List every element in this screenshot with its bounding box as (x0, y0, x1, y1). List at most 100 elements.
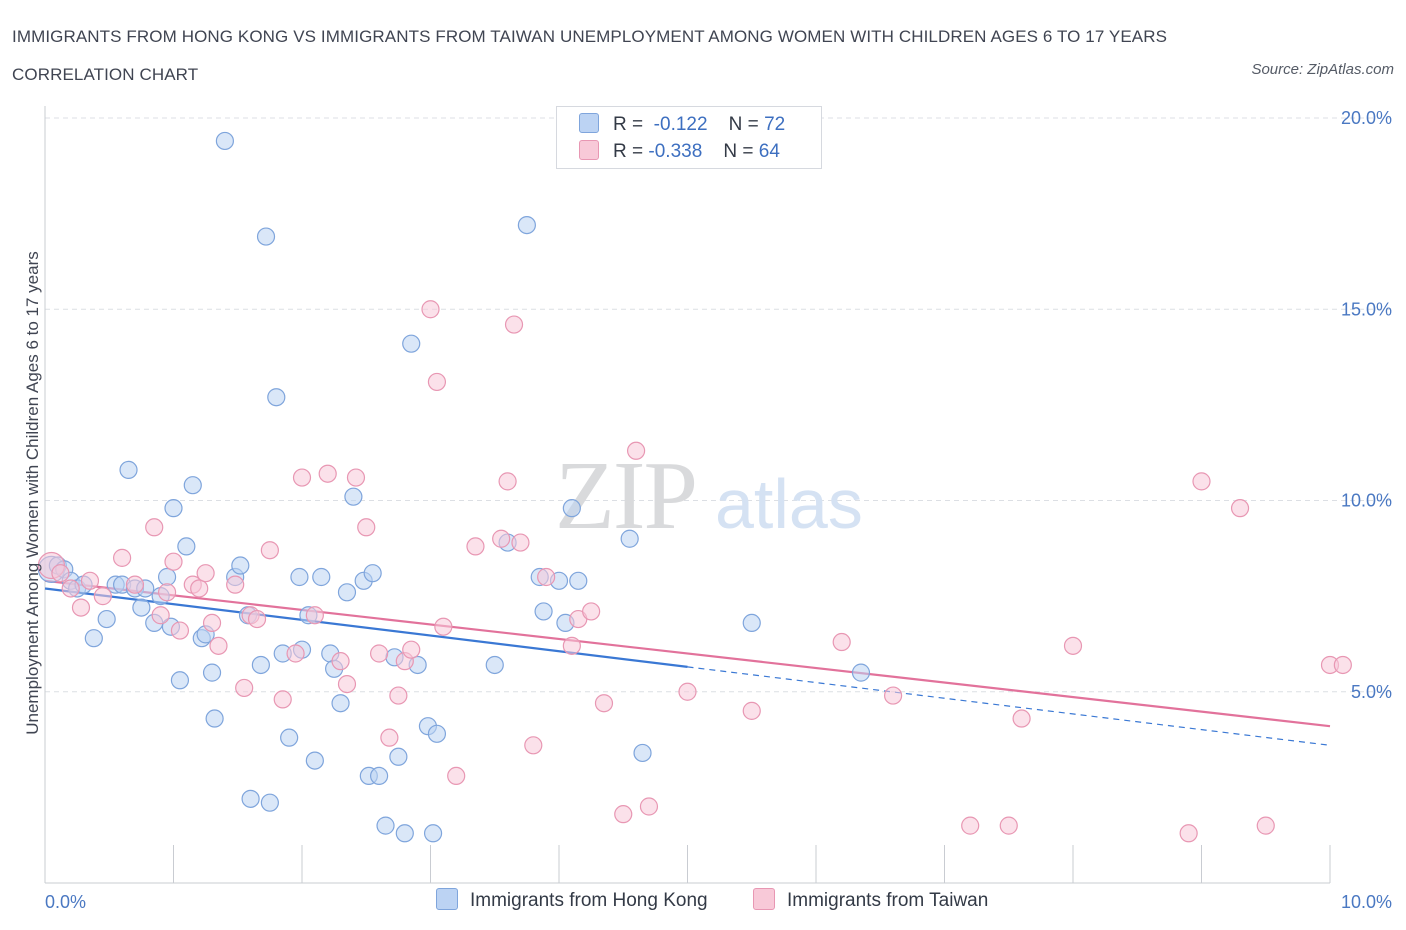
point-tw (498, 472, 517, 491)
point-tw (112, 548, 132, 567)
point-hk (620, 529, 639, 548)
point-tw (511, 533, 530, 552)
point-hk (251, 655, 270, 675)
point-hk (331, 694, 350, 713)
point-tw (961, 816, 980, 835)
point-tw (357, 518, 376, 537)
points-layer (37, 131, 1352, 843)
point-hk (241, 789, 260, 808)
point-tw (93, 587, 112, 606)
legend-hk-n-label: N = (728, 114, 759, 135)
trend-line-hk (44, 587, 688, 668)
point-tw (305, 606, 324, 625)
point-hk (562, 499, 581, 518)
point-tw (80, 571, 100, 590)
point-tw (331, 652, 350, 671)
point-tw (164, 552, 183, 571)
grid-layer (45, 117, 1392, 693)
point-tw (1256, 816, 1275, 835)
point-hk (205, 709, 224, 728)
chart-title: IMMIGRANTS FROM HONG KONG VS IMMIGRANTS … (12, 27, 1168, 84)
point-hk (183, 476, 202, 495)
point-tw (421, 300, 440, 319)
point-hk (517, 216, 536, 235)
point-tw (209, 636, 228, 655)
point-tw (51, 564, 70, 583)
watermark: ZIP atlas (555, 442, 863, 550)
point-hk (633, 743, 652, 763)
point-tw (247, 609, 267, 629)
tick-label-layer: 5.0% 10.0% 15.0% 20.0% 0.0% 10.0% (45, 108, 1392, 912)
chart-source: Source: ZipAtlas.com (1251, 61, 1394, 78)
point-tw (318, 464, 337, 483)
point-tw (157, 583, 177, 602)
point-tw (71, 598, 91, 617)
point-tw (562, 636, 581, 655)
watermark-atlas: atlas (715, 465, 863, 543)
point-hk (280, 728, 299, 747)
point-tw (639, 797, 659, 816)
point-hk (231, 556, 250, 575)
legend-hk-n-value: 72 (764, 114, 786, 135)
legend-hk-r-value: -0.122 (653, 114, 708, 135)
point-hk (337, 583, 357, 602)
point-hk (202, 663, 222, 682)
point-hk (569, 571, 588, 590)
x-tick-label: 10.0% (1341, 892, 1392, 912)
point-tw (492, 529, 511, 548)
point-hk (395, 824, 414, 843)
point-tw (292, 468, 312, 487)
point-hk (534, 602, 553, 621)
point-hk (363, 564, 382, 583)
bottom-legend-swatch-hk (436, 888, 458, 910)
point-tw (626, 441, 646, 460)
point-tw (832, 632, 851, 652)
legend-row-hk: R = -0.122 N = 72 (579, 113, 785, 139)
point-tw (742, 701, 761, 720)
point-tw (883, 686, 903, 705)
point-tw (389, 686, 408, 705)
point-hk (344, 487, 363, 506)
point-hk (97, 609, 116, 629)
point-hk (402, 334, 421, 353)
point-tw (582, 602, 601, 621)
point-tw (524, 736, 543, 755)
point-tw (594, 694, 614, 713)
y-tick-label: 5.0% (1351, 682, 1392, 702)
point-tw (434, 617, 453, 636)
point-tw (999, 816, 1018, 835)
point-tw (260, 541, 279, 560)
point-tw (614, 805, 633, 824)
point-hk (132, 598, 151, 617)
point-hk (370, 766, 389, 786)
point-hk (312, 567, 331, 587)
point-tw (170, 621, 190, 640)
legend-swatch-hk (579, 113, 599, 133)
point-tw (190, 579, 209, 598)
point-tw (61, 579, 80, 598)
point-tw (370, 644, 389, 663)
point-tw (678, 682, 697, 701)
point-hk (851, 663, 871, 682)
point-tw (1063, 636, 1083, 655)
point-tw (226, 575, 245, 594)
point-tw (151, 606, 170, 625)
point-hk (389, 747, 408, 766)
point-tw (337, 674, 357, 694)
point-tw (427, 372, 447, 392)
point-hk (215, 131, 234, 151)
point-hk (164, 499, 183, 518)
legend-tw-r-value: -0.338 (648, 141, 703, 162)
legend-tw-n-value: 64 (758, 141, 780, 162)
point-tw (1333, 655, 1352, 675)
point-tw (145, 518, 164, 537)
point-tw (447, 766, 466, 786)
point-hk (267, 388, 286, 407)
point-tw (125, 575, 145, 594)
point-tw (466, 537, 485, 556)
legend-swatch-tw (579, 140, 599, 160)
point-hk (376, 816, 395, 835)
point-hk (305, 751, 324, 770)
point-hk (290, 567, 309, 587)
point-tw (196, 564, 215, 583)
